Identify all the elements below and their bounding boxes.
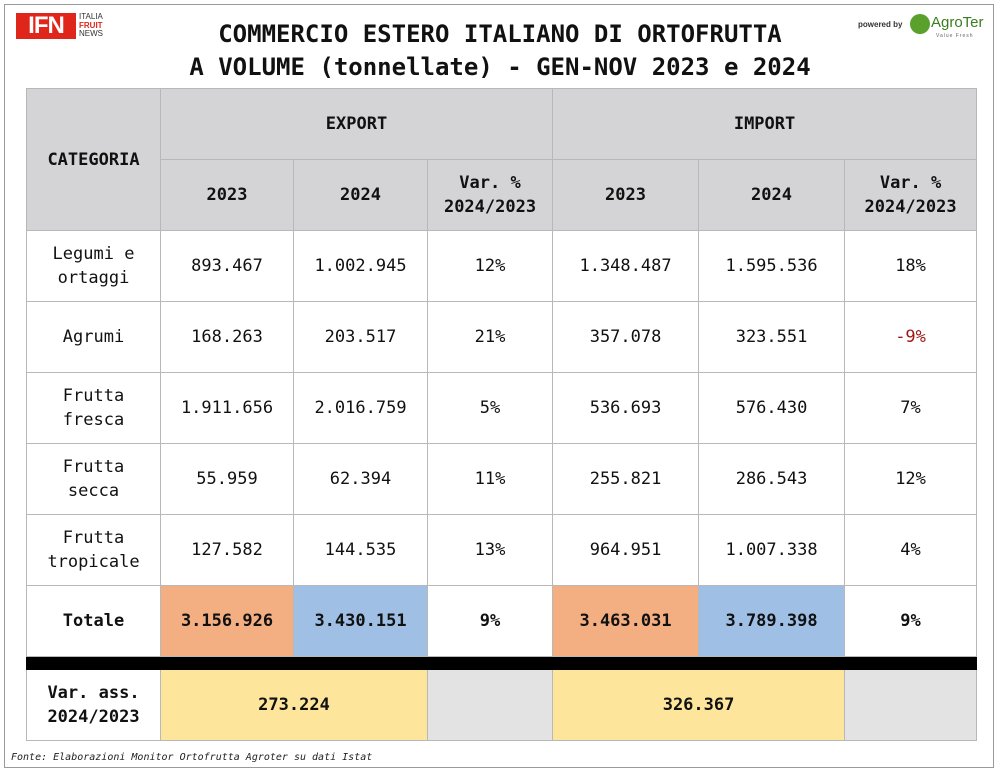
export-var-cell: 12%: [426, 230, 554, 302]
export-2024-cell: 62.394: [293, 443, 428, 515]
agroter-logo: AgroTer: [931, 14, 984, 31]
import-2023-cell: 357.078: [552, 301, 700, 373]
export-2023-cell: 893.467: [160, 230, 294, 302]
header-export: EXPORT: [159, 88, 554, 160]
total-label: Totale: [26, 585, 161, 657]
header-export-2024: 2024: [293, 159, 428, 231]
export-var-cell: 13%: [426, 514, 554, 586]
export-2023-cell: 1.911.656: [160, 372, 294, 444]
abs-variation-export-empty: [426, 669, 554, 741]
import-2023-cell: 964.951: [552, 514, 700, 586]
table-row: Frutta secca 55.959 62.394 11% 255.821 286.543…: [26, 443, 978, 515]
export-2023-cell: 55.959: [160, 443, 294, 515]
export-2024-cell: 1.002.945: [293, 230, 428, 302]
header-category: CATEGORIA: [26, 88, 161, 231]
import-2023-cell: 1.348.487: [552, 230, 700, 302]
header-import-2024: 2024: [698, 159, 846, 231]
export-2024-cell: 144.535: [293, 514, 428, 586]
separator-cell: [25, 656, 978, 670]
import-var-cell: 7%: [844, 372, 978, 444]
title-line-1: COMMERCIO ESTERO ITALIANO DI ORTOFRUTTA: [218, 20, 782, 48]
total-export-2024: 3.430.151: [293, 585, 428, 657]
export-2024-cell: 203.517: [293, 301, 428, 373]
agroter-leaf-icon: [910, 14, 930, 34]
table-row: Frutta tropicale 127.582 144.535 13% 964.951 1…: [26, 514, 978, 586]
import-var-cell: 4%: [844, 514, 978, 586]
import-2024-cell: 1.007.338: [698, 514, 846, 586]
agroter-tagline: Value Fresh: [936, 33, 974, 39]
export-var-cell: 11%: [426, 443, 554, 515]
total-export-2023: 3.156.926: [160, 585, 294, 657]
powered-by-label: powered by: [858, 20, 903, 29]
export-var-cell: 5%: [426, 372, 554, 444]
import-var-cell: 12%: [844, 443, 978, 515]
import-2024-cell: 286.543: [698, 443, 846, 515]
export-2023-cell: 127.582: [160, 514, 294, 586]
header-export-2023: 2023: [160, 159, 294, 231]
table-row: Legumi e ortaggi 893.467 1.002.945 12% 1.348.…: [26, 230, 978, 302]
import-var-cell: 18%: [844, 230, 978, 302]
total-import-2024: 3.789.398: [698, 585, 846, 657]
abs-variation-import-empty: [844, 669, 978, 741]
trade-table: CATEGORIA EXPORT IMPORT 2023 2024 Var. %…: [25, 88, 978, 741]
abs-variation-import: 326.367: [552, 669, 846, 741]
total-row: Totale 3.156.926 3.430.151 9% 3.463.031 …: [26, 585, 978, 657]
export-var-cell: 21%: [426, 301, 554, 373]
title-line-2: A VOLUME (tonnellate) - GEN-NOV 2023 e 2…: [189, 53, 811, 81]
abs-variation-export: 273.224: [160, 669, 428, 741]
table-row: Frutta fresca 1.911.656 2.016.759 5% 536.693 5…: [26, 372, 978, 444]
table-row: Agrumi 168.263 203.517 21% 357.078 323.551 -9%: [26, 301, 978, 373]
category-cell: Frutta fresca: [26, 372, 161, 444]
import-2024-cell: 1.595.536: [698, 230, 846, 302]
source-footnote: Fonte: Elaborazioni Monitor Ortofrutta A…: [11, 752, 373, 763]
export-2024-cell: 2.016.759: [293, 372, 428, 444]
header-import-var: Var. % 2024/2023: [844, 159, 978, 231]
ifn-logo-mark: IFN: [16, 13, 76, 39]
import-2024-cell: 323.551: [698, 301, 846, 373]
ifn-logo: IFN ITALIA FRUIT NEWS: [16, 12, 116, 43]
ifn-logo-subtitle: ITALIA FRUIT NEWS: [79, 12, 103, 38]
import-2023-cell: 536.693: [552, 372, 700, 444]
abs-variation-label: Var. ass. 2024/2023: [26, 669, 161, 741]
category-cell: Frutta secca: [26, 443, 161, 515]
import-2023-cell: 255.821: [552, 443, 700, 515]
abs-variation-row: Var. ass. 2024/2023 273.224 326.367: [26, 669, 978, 741]
total-import-var: 9%: [844, 585, 978, 657]
export-2023-cell: 168.263: [160, 301, 294, 373]
import-2024-cell: 576.430: [698, 372, 846, 444]
header-export-var: Var. % 2024/2023: [426, 159, 554, 231]
import-var-cell: -9%: [844, 301, 978, 373]
page-frame: [4, 4, 994, 768]
header-import-2023: 2023: [552, 159, 700, 231]
header-import: IMPORT: [552, 88, 978, 160]
category-cell: Agrumi: [26, 301, 161, 373]
total-export-var: 9%: [426, 585, 554, 657]
total-import-2023: 3.463.031: [552, 585, 700, 657]
category-cell: Frutta tropicale: [26, 514, 161, 586]
separator-bar: [25, 656, 978, 670]
category-cell: Legumi e ortaggi: [26, 230, 161, 302]
